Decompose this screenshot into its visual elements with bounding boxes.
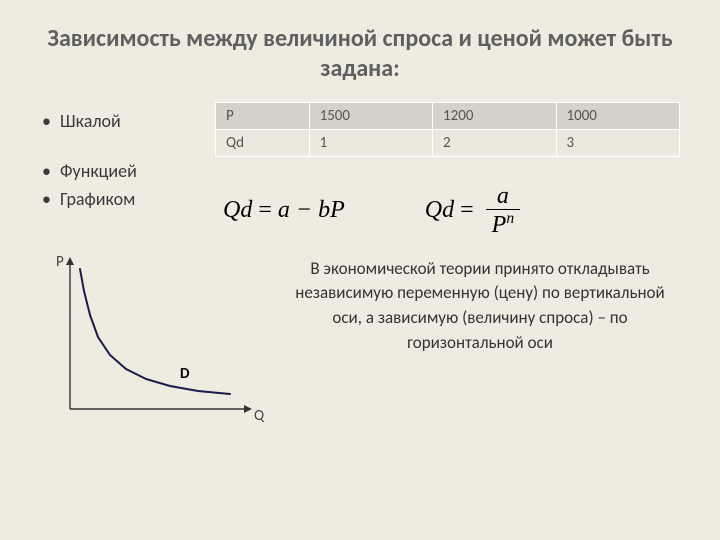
table-cell: Qd	[216, 130, 310, 157]
table-cell: 1200	[433, 103, 556, 130]
slide: Зависимость между величиной спроса и цен…	[0, 0, 720, 540]
table-cell: 3	[556, 130, 680, 157]
formula-lhs: Qd	[223, 197, 252, 224]
formula-lhs: Qd	[425, 197, 454, 224]
denominator-exponent: n	[506, 210, 514, 227]
bullet-item-2: Функцией	[40, 160, 215, 182]
chart-svg	[40, 249, 270, 429]
table-cell: P	[216, 103, 310, 130]
lower-section: P Q D В экономической теории принято отк…	[40, 249, 680, 449]
formula-row: Qd = a − bP Qd = a Pn	[215, 183, 680, 239]
explanatory-note: В экономической теории принято откладыва…	[270, 249, 680, 356]
bullet-list: Шкалой Функцией Графиком	[40, 102, 215, 238]
formula-fraction: Qd = a Pn	[425, 183, 520, 239]
formula-rhs: a − bP	[278, 197, 345, 224]
demand-table: P 1500 1200 1000 Qd 1 2 3	[215, 102, 680, 157]
demand-chart: P Q D	[40, 249, 270, 449]
upper-section: Шкалой Функцией Графиком P 1500 1200 100…	[40, 102, 680, 239]
bullet-item-1: Шкалой	[40, 110, 215, 132]
formula-linear: Qd = a − bP	[223, 183, 345, 239]
equals-sign: =	[460, 197, 474, 224]
denominator-base: P	[492, 212, 507, 238]
right-column: P 1500 1200 1000 Qd 1 2 3 Qd = a − bP	[215, 102, 680, 239]
table-cell: 1	[309, 130, 432, 157]
table-cell: 2	[433, 130, 556, 157]
x-axis-label: Q	[254, 407, 264, 425]
slide-title: Зависимость между величиной спроса и цен…	[40, 24, 680, 84]
fraction-numerator: a	[491, 183, 515, 209]
curve-label: D	[180, 365, 189, 383]
table-row: Qd 1 2 3	[216, 130, 680, 157]
equals-sign: =	[258, 197, 272, 224]
bullet-item-3: Графиком	[40, 188, 215, 210]
table-row: P 1500 1200 1000	[216, 103, 680, 130]
y-axis-label: P	[56, 253, 64, 271]
fraction-denominator: Pn	[486, 210, 520, 238]
fraction: a Pn	[486, 183, 520, 239]
table-cell: 1000	[556, 103, 680, 130]
table-cell: 1500	[309, 103, 432, 130]
